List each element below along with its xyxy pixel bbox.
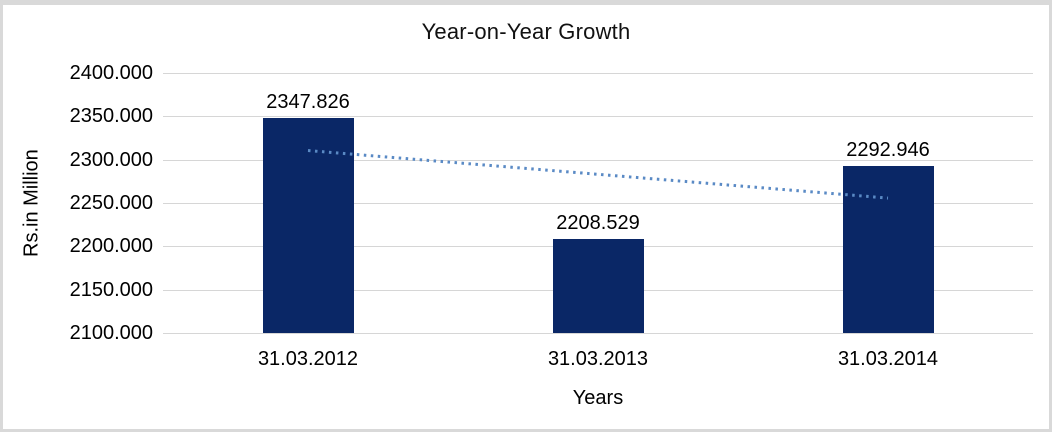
y-axis-tick-label: 2400.000 — [69, 62, 153, 84]
x-axis-category-label: 31.03.2014 — [837, 348, 939, 370]
bar-value-label: 2292.946 — [846, 138, 930, 161]
x-axis-category-label: 31.03.2012 — [257, 348, 359, 370]
chart-title: Year-on-Year Growth — [421, 19, 631, 44]
y-axis-tick-label: 2300.000 — [69, 148, 153, 171]
bar — [552, 238, 644, 333]
bar — [842, 165, 934, 333]
bar-value-label: 2208.529 — [556, 211, 640, 234]
plot-area: 2347.826 2208.529 2292.946 — [163, 73, 1033, 334]
trendline-path — [307, 149, 889, 200]
bar-value-label: 2347.826 — [266, 91, 350, 114]
x-axis-category-label: 31.03.2013 — [547, 348, 649, 370]
y-axis-title: Rs.in Million — [20, 149, 43, 257]
y-axis-tick-label: 2200.000 — [69, 235, 153, 258]
gridline — [163, 333, 1033, 334]
x-axis-title: Years — [572, 387, 624, 409]
gridline — [163, 159, 1033, 161]
y-axis-tick-label: 2350.000 — [69, 105, 153, 128]
gridline — [163, 203, 1033, 204]
y-axis-tick-label: 2250.000 — [69, 192, 153, 214]
trendline — [307, 149, 889, 200]
bar — [262, 118, 354, 333]
y-axis-tick-label: 2100.000 — [69, 322, 153, 344]
gridline — [163, 73, 1033, 74]
gridline — [163, 116, 1033, 118]
y-axis-tick-label: 2150.000 — [69, 278, 153, 301]
